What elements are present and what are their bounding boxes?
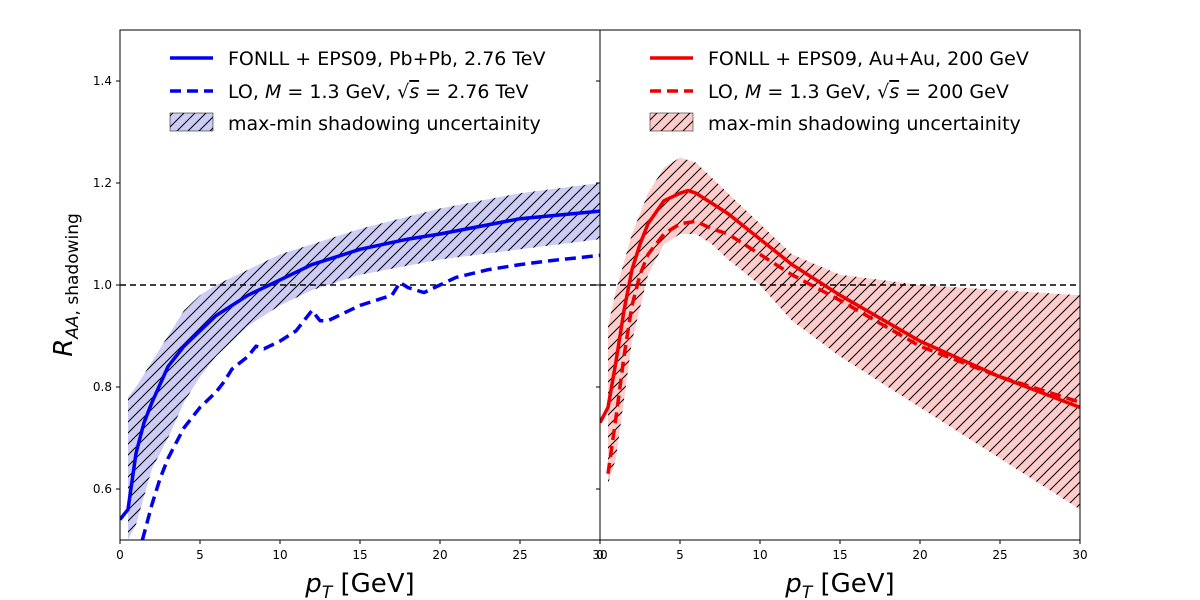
right-plot-area	[600, 157, 1080, 510]
left-fonll-solid-line	[120, 209, 600, 521]
left-y-tick-label-1.4: 1.4	[93, 74, 112, 88]
left-legend: FONLL + EPS09, Pb+Pb, 2.76 TeV LO, M = 1…	[169, 48, 546, 135]
right-x-tick-label-0: 0	[596, 548, 604, 562]
right-x-tick-label-15: 15	[832, 548, 847, 562]
left-y-axis-label: RAA, shadowing	[49, 213, 83, 357]
left-legend-lo-label: LO, M = 1.3 GeV, √s = 2.76 TeV	[228, 81, 529, 103]
left-x-tick-label-20: 20	[432, 548, 447, 562]
left-lo-dashed-line	[140, 253, 600, 540]
left-x-tick-label-15: 15	[352, 548, 367, 562]
right-ticks: 0 5 10 15 20 25 30	[596, 80, 1088, 562]
right-x-axis-label: pT [GeV]	[784, 569, 894, 600]
left-x-tick-label-10: 10	[272, 548, 287, 562]
right-x-tick-label-10: 10	[752, 548, 767, 562]
left-ticks: 0 5 10 15 20 25 30 0.6 0.8 1.0 1.2 1.4	[93, 74, 608, 562]
left-legend-fonll-label: FONLL + EPS09, Pb+Pb, 2.76 TeV	[228, 48, 546, 70]
right-panel: 0 5 10 15 20 25 30 pT [GeV] FONLL + EPS09, Au+…	[596, 29, 1088, 600]
right-fonll-solid-line	[600, 188, 1080, 424]
left-x-axis-label: pT [GeV]	[304, 569, 414, 600]
right-legend-band-label: max-min shadowing uncertainity	[708, 113, 1021, 135]
left-x-tick-label-5: 5	[196, 548, 204, 562]
right-legend-lo-label: LO, M = 1.3 GeV, √s = 200 GeV	[708, 81, 1009, 103]
right-legend: FONLL + EPS09, Au+Au, 200 GeV LO, M = 1.…	[649, 48, 1029, 135]
left-uncertainty-band-hatch	[128, 183, 600, 540]
right-uncertainty-band-hatch	[608, 157, 1080, 510]
right-lo-dashed-line	[606, 219, 1080, 474]
left-panel: 0 5 10 15 20 25 30 0.6 0.8 1.0 1.2 1.4 pT [GeV] RAA…	[49, 29, 608, 600]
left-x-tick-label-0: 0	[116, 548, 124, 562]
left-y-tick-label-0.6: 0.6	[93, 482, 112, 496]
right-x-tick-label-25: 25	[992, 548, 1007, 562]
left-y-tick-label-1.0: 1.0	[93, 278, 112, 292]
right-legend-band-hatch	[650, 113, 693, 131]
right-x-tick-label-30: 30	[1072, 548, 1087, 562]
right-x-tick-label-20: 20	[912, 548, 927, 562]
left-legend-band-label: max-min shadowing uncertainity	[228, 113, 541, 135]
right-x-tick-label-5: 5	[676, 548, 684, 562]
left-x-tick-label-25: 25	[512, 548, 527, 562]
right-legend-fonll-label: FONLL + EPS09, Au+Au, 200 GeV	[708, 48, 1029, 70]
left-legend-band-hatch	[170, 113, 213, 131]
left-y-tick-label-0.8: 0.8	[93, 380, 112, 394]
left-y-tick-label-1.2: 1.2	[93, 176, 112, 190]
left-x-tick-label-30: 30	[592, 548, 607, 562]
left-plot-area	[120, 183, 600, 540]
